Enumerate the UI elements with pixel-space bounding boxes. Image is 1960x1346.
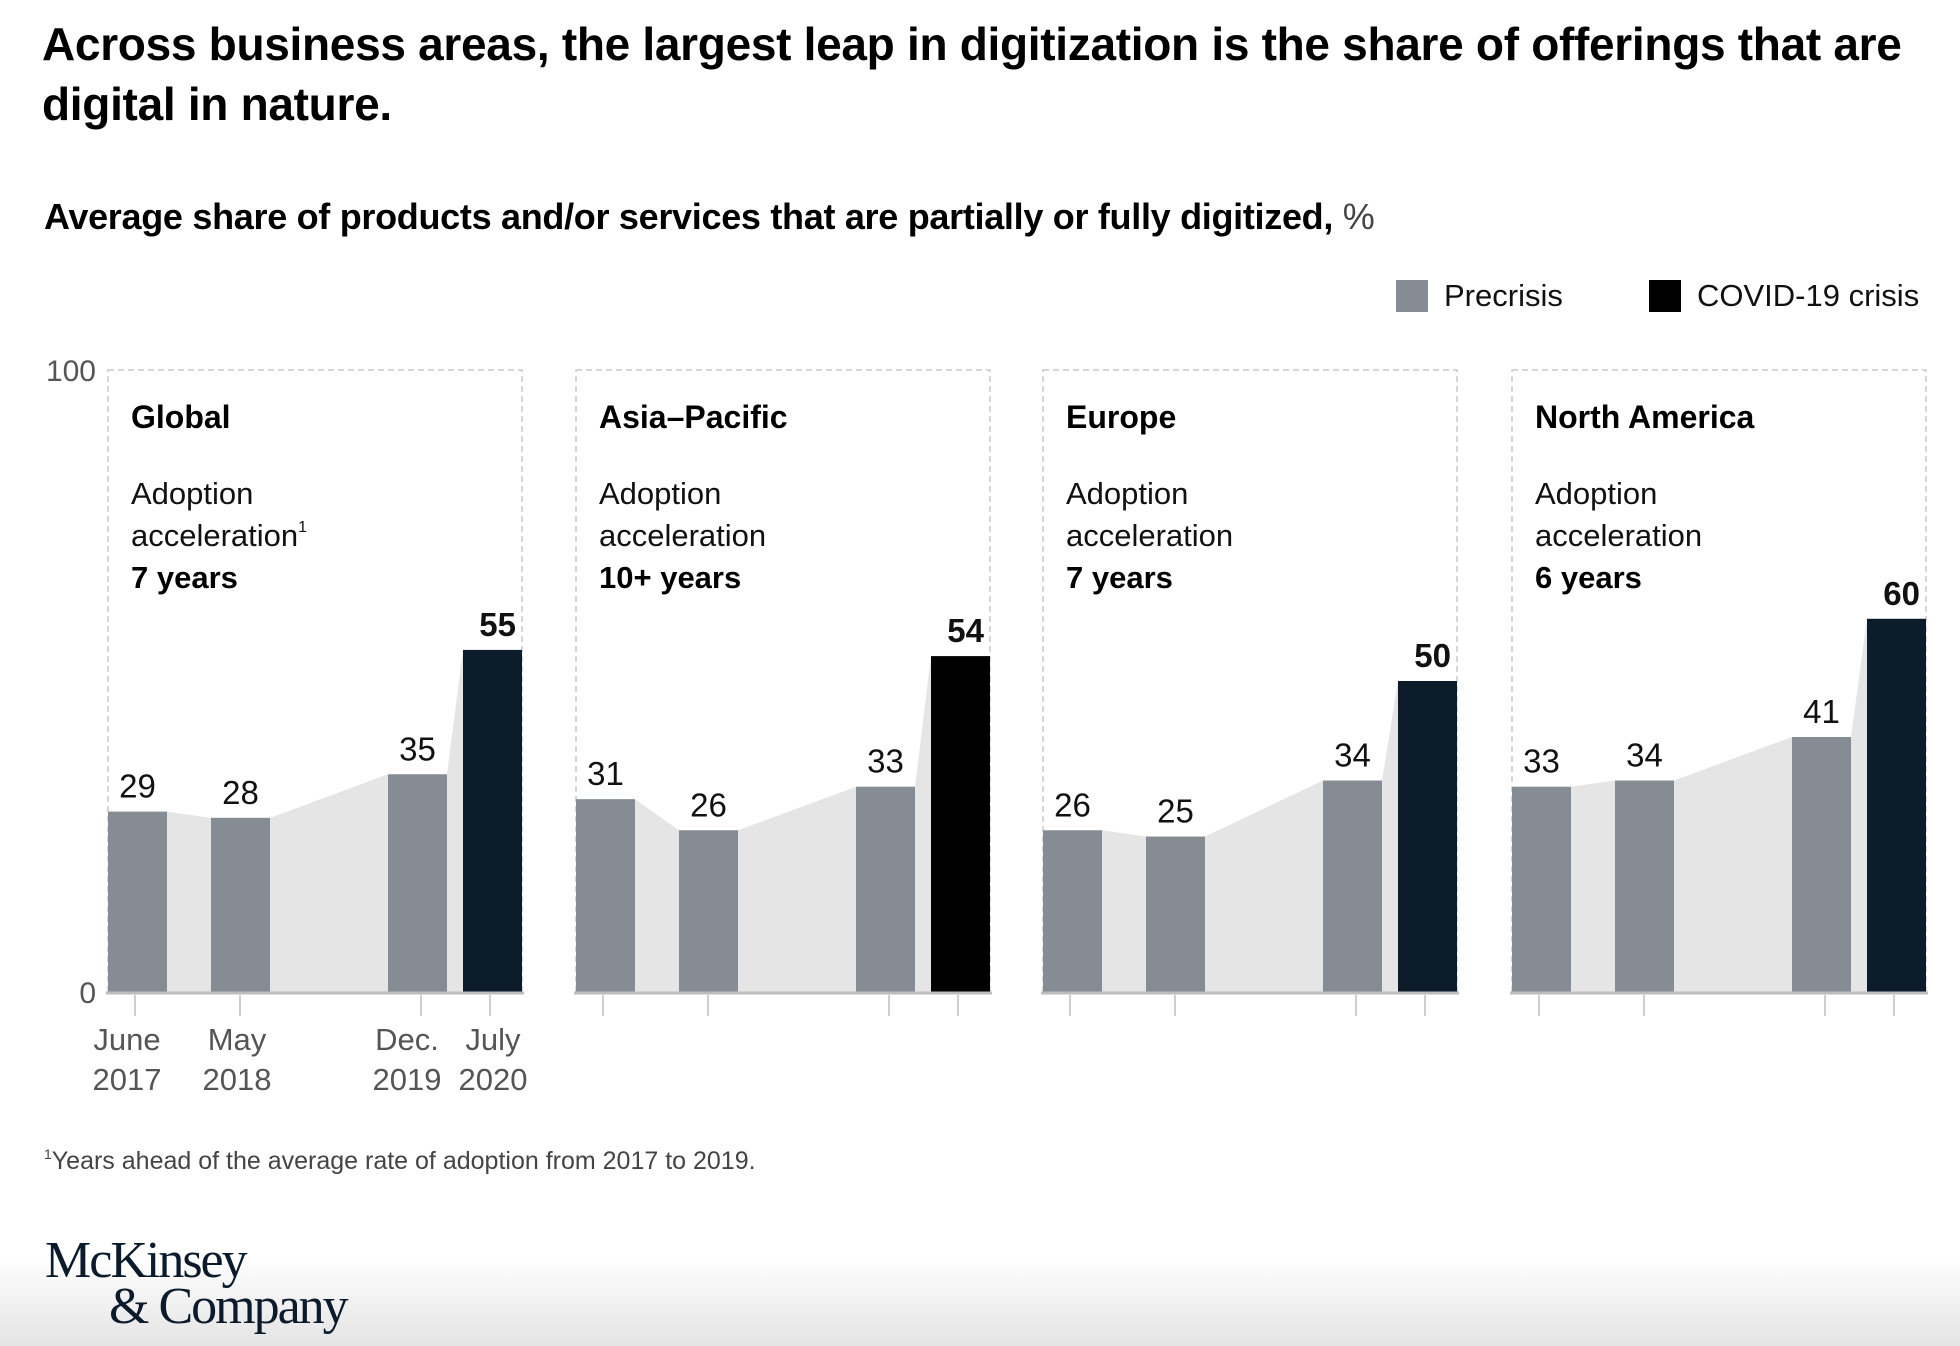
acceleration-value: 10+ years (599, 560, 741, 595)
acceleration-label: Adoption (599, 476, 721, 511)
x-tick-label: May (208, 1022, 267, 1057)
data-label: 54 (947, 612, 984, 649)
acceleration-value: 7 years (1066, 560, 1173, 595)
acceleration-value: 6 years (1535, 560, 1642, 595)
data-label: 41 (1803, 693, 1840, 730)
data-label: 29 (119, 768, 156, 805)
data-label: 34 (1334, 737, 1371, 774)
logo-line-2: & Company (109, 1278, 349, 1335)
data-label: 60 (1883, 575, 1920, 612)
bar-dec-2019 (1792, 736, 1851, 992)
trend-area (1512, 618, 1926, 992)
bottom-shade (0, 1256, 1960, 1346)
panel-asia-pacific: 31 26 33 54 Asia–Pacific Adoption acceleration… (574, 369, 992, 1016)
x-tick-label: June (93, 1022, 160, 1057)
bar-july-2020 (931, 656, 990, 992)
footnote: 1Years ahead of the average rate of adop… (44, 1146, 756, 1176)
data-label: 31 (587, 755, 624, 792)
data-label: 55 (479, 606, 516, 643)
trend-area (576, 656, 990, 992)
panel-title: North America (1535, 399, 1755, 435)
acceleration-label: acceleration (1535, 518, 1702, 553)
bar-july-2020 (1867, 618, 1926, 992)
x-tick-label: 2017 (93, 1062, 162, 1097)
x-tick-label: 2020 (459, 1062, 528, 1097)
panel-title: Asia–Pacific (599, 399, 788, 435)
footnote-ref: 1 (298, 519, 307, 536)
data-label: 26 (1054, 786, 1091, 823)
panel-global: 29 28 35 55 Global Adoption acceleration1 7 yea… (106, 369, 524, 1016)
x-tick-label: Dec. (375, 1022, 439, 1057)
bar-july-2020 (463, 649, 522, 992)
bar-june-2017 (1043, 830, 1102, 992)
bar-july-2020 (1398, 681, 1457, 992)
bar-may-2018 (1146, 836, 1205, 992)
x-tick-label: 2018 (203, 1062, 272, 1097)
chart-subtitle: Average share of products and/or service… (44, 196, 1375, 238)
data-label: 35 (399, 730, 436, 767)
bar-june-2017 (1512, 786, 1571, 992)
x-tick-label: July (465, 1022, 521, 1057)
bar-may-2018 (679, 830, 738, 992)
legend-label-precrisis: Precrisis (1444, 278, 1563, 313)
acceleration-label: Adoption (131, 476, 253, 511)
panel-europe: 26 25 34 50 Europe Adoption acceleration 7 year… (1041, 369, 1459, 1016)
acceleration-value: 7 years (131, 560, 238, 595)
bar-dec-2019 (1323, 780, 1382, 992)
acceleration-label: acceleration (1066, 518, 1233, 553)
data-label: 33 (1523, 743, 1560, 780)
bar-may-2018 (1615, 780, 1674, 992)
data-label: 28 (222, 774, 259, 811)
trend-area (1043, 681, 1457, 992)
legend-item-covid: COVID-19 crisis (1649, 278, 1919, 314)
acceleration-label: Adoption (1535, 476, 1657, 511)
legend-swatch-precrisis (1396, 280, 1428, 312)
legend-item-precrisis: Precrisis (1396, 278, 1563, 314)
legend-label-covid: COVID-19 crisis (1697, 278, 1920, 313)
y-tick-label-100: 100 (46, 355, 96, 388)
acceleration-label: acceleration1 (131, 518, 307, 553)
x-tick-label: 2019 (373, 1062, 442, 1097)
y-tick-label-0: 0 (79, 977, 96, 1010)
data-label: 33 (867, 743, 904, 780)
bar-may-2018 (211, 817, 270, 992)
data-label: 50 (1414, 637, 1451, 674)
mckinsey-logo: McKinsey & Company (45, 1232, 349, 1335)
acceleration-label: acceleration (599, 518, 766, 553)
footnote-marker: 1 (44, 1146, 52, 1162)
footnote-text: Years ahead of the average rate of adopt… (51, 1147, 756, 1175)
data-label: 26 (690, 786, 727, 823)
legend-swatch-covid (1649, 280, 1681, 312)
panel-title: Europe (1066, 399, 1176, 435)
panel-north-america: 33 34 41 60 North America Adoption acceleratio… (1510, 369, 1928, 1016)
bar-june-2017 (576, 799, 635, 992)
acceleration-label: Adoption (1066, 476, 1188, 511)
chart-subtitle-text: Average share of products and/or service… (44, 196, 1334, 237)
data-label: 25 (1157, 793, 1194, 830)
chart-headline: Across business areas, the largest leap … (42, 18, 1902, 130)
bar-dec-2019 (388, 774, 447, 992)
panel-title: Global (131, 399, 231, 435)
data-label: 34 (1626, 737, 1663, 774)
trend-area (108, 649, 522, 992)
chart-subtitle-unit: % (1342, 196, 1375, 237)
bar-dec-2019 (856, 786, 915, 992)
logo-line-1: McKinsey (45, 1232, 248, 1289)
bar-june-2017 (108, 811, 167, 992)
